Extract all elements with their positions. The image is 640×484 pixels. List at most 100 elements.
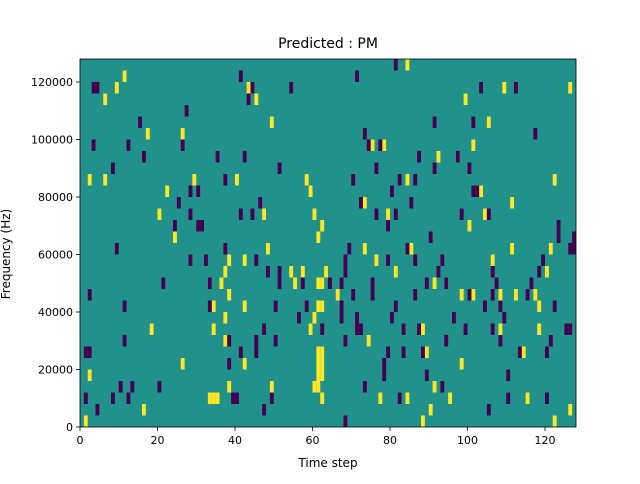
heatmap-cell-high xyxy=(293,277,298,289)
heatmap-cell-high xyxy=(223,335,228,347)
heatmap-cell-high xyxy=(533,289,538,301)
heatmap-cell-high xyxy=(87,174,92,186)
heatmap-cell-low xyxy=(436,266,441,278)
heatmap-cell-low xyxy=(207,300,212,312)
heatmap-cell-low xyxy=(366,139,371,151)
heatmap-cell-low xyxy=(111,162,115,174)
heatmap-cell-low xyxy=(397,392,402,404)
heatmap-cell-low xyxy=(200,220,205,232)
heatmap-cell-low xyxy=(475,185,480,197)
heatmap-cell-low xyxy=(490,266,495,278)
heatmap-cell-low xyxy=(277,277,282,289)
heatmap-cell-high xyxy=(227,254,232,266)
heatmap-cell-high xyxy=(227,289,232,301)
heatmap-cell-high xyxy=(320,392,325,404)
heatmap-cell-high xyxy=(242,300,247,312)
heatmap-cell-low xyxy=(235,392,239,404)
heatmap-cell-low xyxy=(223,174,228,186)
heatmap-cell-high xyxy=(122,70,127,82)
heatmap-cell-high xyxy=(223,266,228,278)
heatmap-cell-low xyxy=(525,289,530,301)
heatmap-cell-low xyxy=(277,266,282,278)
heatmap-cell-low xyxy=(266,266,270,278)
heatmap-cell-low xyxy=(355,312,360,324)
heatmap-cell-high xyxy=(316,346,321,358)
heatmap-cell-high xyxy=(215,392,220,404)
heatmap-cell-low xyxy=(409,197,414,209)
heatmap-cell-low xyxy=(343,254,348,266)
heatmap-cell-high xyxy=(227,381,232,393)
heatmap-cell-low xyxy=(207,277,212,289)
heatmap-cell-low xyxy=(355,323,360,335)
heatmap-cell-low xyxy=(91,139,96,151)
heatmap-cell-high xyxy=(211,300,216,312)
heatmap-cell-high xyxy=(320,346,325,358)
heatmap-cell-low xyxy=(173,220,177,232)
heatmap-cell-low xyxy=(339,300,344,312)
heatmap-cell-low xyxy=(204,254,208,266)
heatmap-cell-high xyxy=(242,358,247,370)
heatmap-cell-low xyxy=(320,323,325,335)
x-tick-label: 0 xyxy=(77,434,84,447)
heatmap-cell-high xyxy=(424,346,429,358)
heatmap-cell-low xyxy=(289,82,294,94)
heatmap-cell-high xyxy=(335,289,340,301)
heatmap-cell-low xyxy=(254,254,259,266)
heatmap-cell-high xyxy=(114,82,119,94)
heatmap-cell-low xyxy=(386,220,391,232)
heatmap-cell-low xyxy=(421,346,425,358)
heatmap-cell-low xyxy=(545,346,549,358)
heatmap-cell-low xyxy=(556,231,561,243)
plot-area xyxy=(80,59,576,427)
heatmap-cell-high xyxy=(537,323,542,335)
heatmap-cell-low xyxy=(304,300,309,312)
chart-title: Predicted : PM xyxy=(278,36,378,52)
heatmap-cell-high xyxy=(510,197,515,209)
heatmap-cell-high xyxy=(421,415,425,427)
heatmap-cell-low xyxy=(479,82,484,94)
heatmap-cell-high xyxy=(312,312,317,324)
heatmap-cell-high xyxy=(316,277,321,289)
y-tick-label: 100000 xyxy=(31,134,73,147)
heatmap-cell-low xyxy=(417,323,422,335)
heatmap-cell-low xyxy=(269,392,274,404)
heatmap-cell-low xyxy=(95,82,100,94)
x-axis-label: Time step xyxy=(297,456,357,470)
heatmap-cell-low xyxy=(378,139,383,151)
heatmap-cell-high xyxy=(459,289,464,301)
heatmap-cell-low xyxy=(424,369,429,381)
heatmap-cell-high xyxy=(436,151,441,163)
heatmap-cell-low xyxy=(568,323,573,335)
heatmap-cell-low xyxy=(242,151,247,163)
heatmap-cell-low xyxy=(529,277,534,289)
heatmap-cell-low xyxy=(122,300,127,312)
heatmap-cell-high xyxy=(405,392,410,404)
heatmap-cell-low xyxy=(533,128,538,140)
heatmap-cell-low xyxy=(83,346,88,358)
y-tick-label: 40000 xyxy=(38,306,73,319)
heatmap-cell-high xyxy=(545,266,549,278)
heatmap-cell-high xyxy=(463,93,468,105)
heatmap-cell-high xyxy=(409,243,414,255)
heatmap-cell-high xyxy=(142,404,146,416)
x-tick-label: 20 xyxy=(151,434,165,447)
heatmap-cell-low xyxy=(258,197,263,209)
heatmap-cell-low xyxy=(114,243,119,255)
heatmap-cell-low xyxy=(397,174,402,186)
heatmap-cell-high xyxy=(300,266,305,278)
heatmap-cell-high xyxy=(87,369,92,381)
heatmap-cell-low xyxy=(142,151,146,163)
axes-frame xyxy=(79,58,577,428)
heatmap-cell-high xyxy=(467,220,472,232)
heatmap-cell-low xyxy=(370,289,375,301)
heatmap-cell-low xyxy=(343,266,348,278)
heatmap-cell-high xyxy=(362,243,367,255)
heatmap-cell-low xyxy=(455,151,460,163)
heatmap-cell-high xyxy=(180,358,185,370)
heatmap-cell-low xyxy=(444,335,449,347)
heatmap-cell-high xyxy=(568,404,573,416)
heatmap-cell-low xyxy=(490,323,495,335)
heatmap-cell-low xyxy=(227,358,232,370)
heatmap-cell-low xyxy=(254,346,259,358)
heatmap-cell-high xyxy=(386,208,391,220)
